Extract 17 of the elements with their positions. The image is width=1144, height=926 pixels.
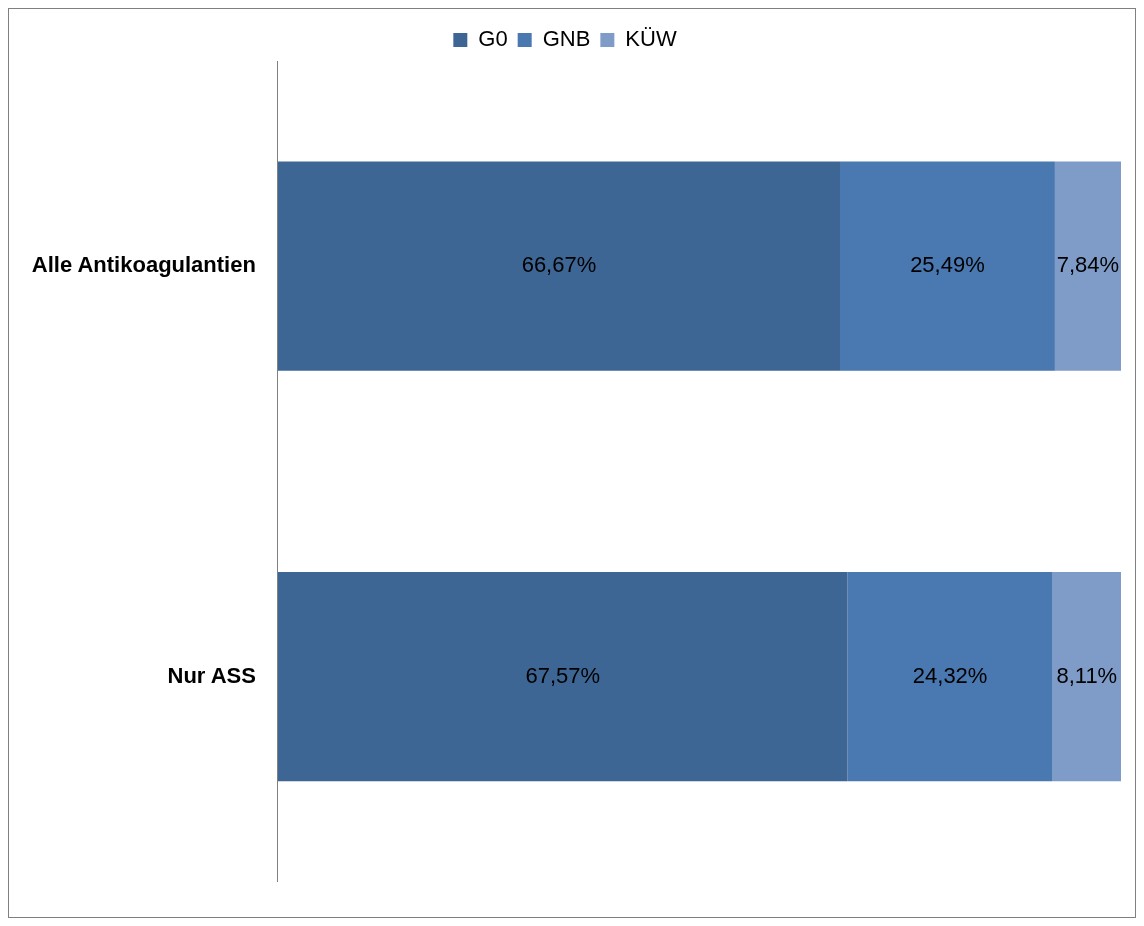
data-label: 24,32% (912, 662, 988, 688)
legend-label: GNB (542, 26, 591, 52)
bar (277, 571, 848, 782)
bar (277, 161, 840, 371)
legend-label: KÜW (625, 26, 677, 52)
y-tick-label: Nur ASS (167, 662, 256, 688)
bar (847, 571, 1053, 782)
y-tick-label: Alle Antikoagulantien (31, 252, 256, 278)
legend-label: G0 (478, 26, 508, 52)
bar (1054, 161, 1121, 371)
data-label: 66,67% (521, 252, 597, 278)
bar (1052, 571, 1121, 782)
data-label: 8,11% (1056, 662, 1118, 688)
bar (840, 161, 1055, 371)
data-label: 25,49% (910, 252, 985, 278)
data-label: 7,84% (1056, 252, 1120, 278)
data-label: 67,57% (525, 662, 601, 688)
